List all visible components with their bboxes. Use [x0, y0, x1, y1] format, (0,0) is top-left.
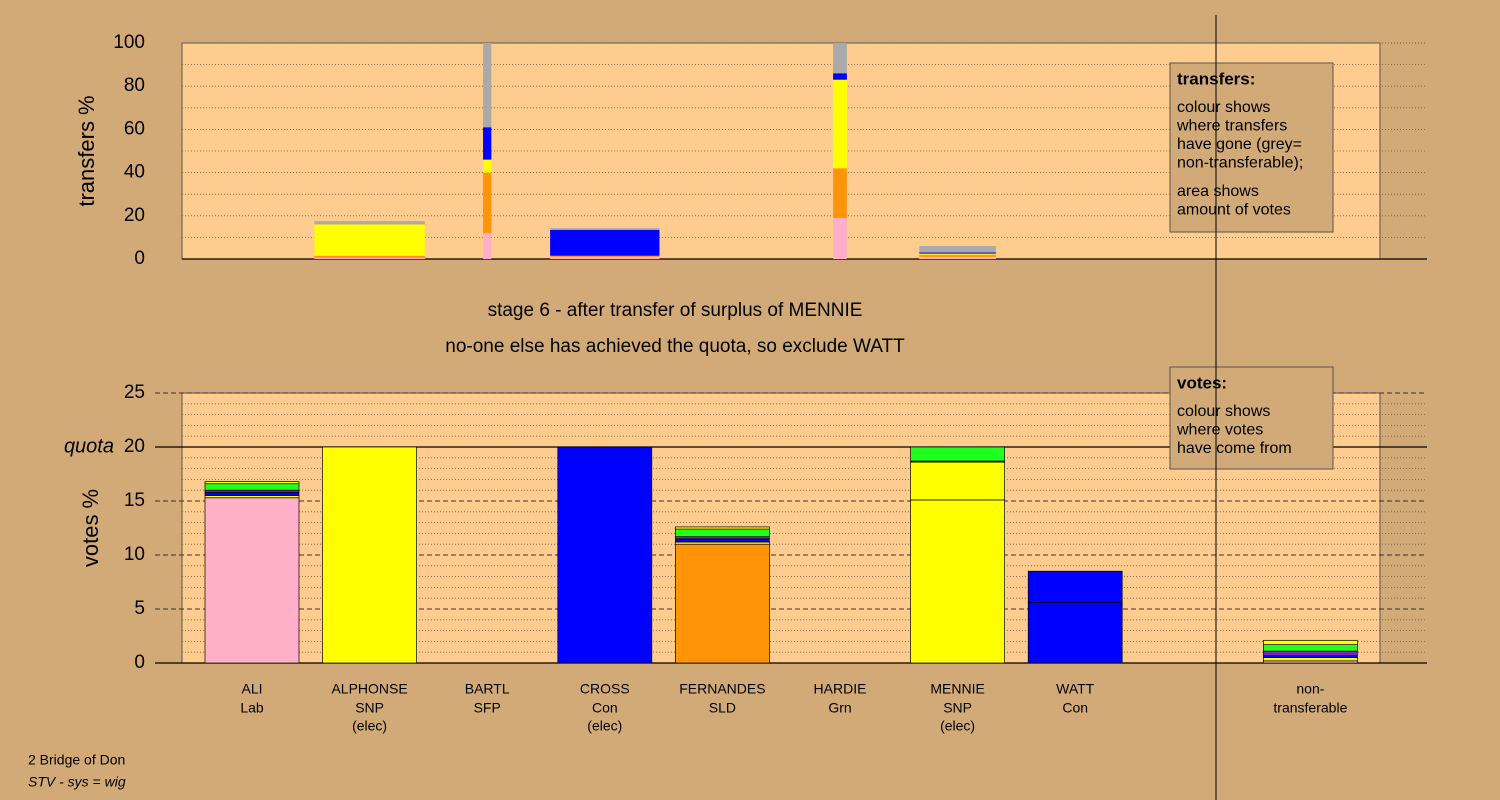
- x-tick-label: MENNIE: [930, 681, 984, 697]
- party-label: Grn: [828, 700, 851, 716]
- y-axis-label: votes %: [78, 489, 103, 567]
- bar-segment: [919, 256, 996, 259]
- y-tick-label: 5: [134, 598, 145, 619]
- bar-segment: [833, 168, 847, 218]
- bar-segment: [833, 79, 847, 169]
- party-label: SLD: [709, 700, 736, 716]
- bar-segment: [675, 538, 770, 543]
- y-tick-label: 10: [124, 544, 145, 565]
- footer-system: STV - sys = wig: [28, 774, 126, 790]
- x-tick-label: WATT: [1056, 681, 1095, 697]
- bar-segment: [483, 43, 492, 128]
- y-tick-label: 60: [124, 118, 145, 139]
- party-label: Lab: [240, 700, 264, 716]
- bar-segment: [483, 233, 492, 259]
- bar-segment: [483, 172, 492, 234]
- bar-segment: [204, 481, 300, 485]
- bar-segment: [314, 257, 425, 259]
- note-label: (elec): [352, 718, 387, 734]
- bar-segment: [1263, 639, 1358, 645]
- bar-segment: [550, 229, 660, 256]
- bar-segment: [919, 253, 996, 255]
- y-tick-label: 40: [124, 162, 145, 183]
- x-tick-label: FERNANDES: [679, 681, 765, 697]
- bar-segment: [833, 73, 847, 80]
- stage-heading: stage 6 - after transfer of surplus of M…: [488, 300, 863, 321]
- y-tick-label: 0: [134, 652, 145, 673]
- legend-text: amount of votes: [1177, 202, 1291, 219]
- legend-text: have gone (grey=: [1177, 136, 1302, 153]
- bar-segment: [322, 446, 417, 664]
- party-label: SNP: [943, 700, 972, 716]
- bar-segment: [204, 497, 300, 664]
- legend-text: colour shows: [1177, 99, 1270, 116]
- bar-segment: [314, 221, 425, 225]
- x-tick-label: HARDIE: [814, 681, 867, 697]
- bar-segment: [919, 252, 996, 254]
- x-tick-label: BARTL: [465, 681, 510, 697]
- bar-segment: [550, 256, 660, 259]
- x-tick-label: ALPHONSE: [331, 681, 407, 697]
- party-label: transferable: [1273, 700, 1347, 716]
- y-tick-label: 25: [124, 382, 145, 403]
- bar-segment: [550, 255, 660, 257]
- y-tick-label: 100: [113, 32, 145, 53]
- bar-segment: [550, 228, 660, 230]
- y-tick-label: 20: [124, 205, 145, 226]
- note-label: (elec): [940, 718, 975, 734]
- bar-segment: [675, 543, 770, 664]
- bar-segment: [910, 446, 1005, 462]
- bar-segment: [1263, 650, 1358, 656]
- bar-segment: [919, 246, 996, 253]
- bar-segment: [557, 446, 653, 664]
- legend-text: colour shows: [1177, 403, 1270, 420]
- party-label: Con: [1062, 700, 1088, 716]
- legend-text: non-transferable);: [1177, 155, 1303, 172]
- legend-box: [1169, 62, 1334, 233]
- y-tick-label: 15: [124, 490, 145, 511]
- bar-segment: [483, 159, 492, 173]
- note-label: (elec): [587, 718, 622, 734]
- bar-segment: [483, 127, 492, 160]
- x-tick-label: ALI: [241, 681, 262, 697]
- bars: [204, 43, 1358, 664]
- bar-segment: [314, 255, 425, 258]
- bar-segment: [204, 492, 300, 496]
- bar-segment: [1263, 657, 1358, 662]
- legend-box: [1169, 366, 1334, 470]
- y-tick-label: 0: [134, 248, 145, 269]
- legend-text: where votes: [1176, 422, 1263, 439]
- footer-area: 2 Bridge of Don: [28, 752, 125, 768]
- y-axis-label: transfers %: [74, 95, 99, 206]
- x-tick-label: CROSS: [580, 681, 630, 697]
- party-label: SFP: [474, 700, 501, 716]
- bar-segment: [1027, 570, 1123, 603]
- x-tick-label: non-: [1296, 681, 1324, 697]
- party-label: SNP: [355, 700, 384, 716]
- y-tick-label: 80: [124, 75, 145, 96]
- bar-segment: [675, 526, 770, 530]
- bar-segment: [910, 461, 1005, 501]
- party-label: Con: [592, 700, 618, 716]
- ref-line-label: quota: [64, 435, 114, 457]
- legend-title: votes:: [1177, 373, 1227, 392]
- bar-segment: [910, 499, 1005, 664]
- bar-segment: [833, 43, 847, 74]
- bar-segment: [314, 224, 425, 256]
- bar-segment: [675, 528, 770, 537]
- y-tick-label: 20: [124, 436, 145, 457]
- stage-heading: no-one else has achieved the quota, so e…: [445, 336, 905, 357]
- legend-text: have come from: [1177, 440, 1292, 457]
- bar-segment: [833, 217, 847, 259]
- bar-segment: [919, 254, 996, 257]
- bar-segment: [1027, 602, 1123, 664]
- bar-segment: [204, 483, 300, 491]
- bar-segment: [1263, 644, 1358, 652]
- legend-text: where transfers: [1176, 118, 1287, 135]
- legend-text: area shows: [1177, 183, 1259, 200]
